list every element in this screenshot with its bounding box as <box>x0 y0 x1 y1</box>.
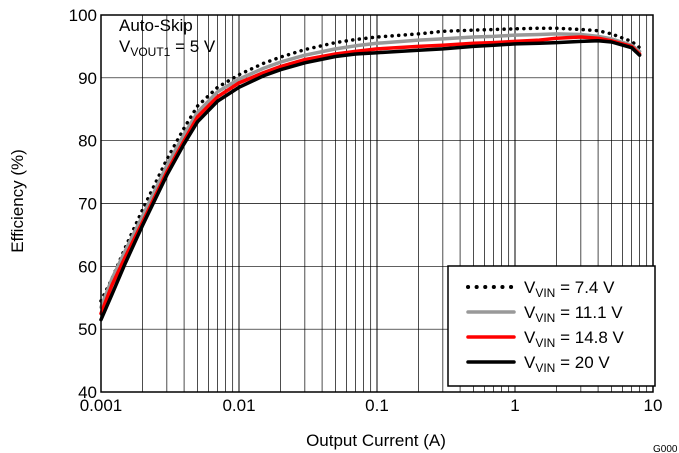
legend-box <box>447 265 656 387</box>
legend-sub: VIN <box>535 311 555 325</box>
tick-labels: 0.001 0.01 0.1 1 10 40 50 60 70 80 90 100 <box>69 6 663 415</box>
series-line-1 <box>99 26 642 303</box>
y-tick-label: 90 <box>78 69 97 88</box>
annotation-v: V <box>119 37 131 56</box>
legend-label-2: VVIN = 11.1 V <box>524 303 623 325</box>
figure-code: G000 <box>653 444 678 453</box>
legend-sub: VIN <box>535 286 555 300</box>
x-tick-label: 0.01 <box>222 396 255 415</box>
y-tick-label: 70 <box>78 195 97 214</box>
x-tick-label: 0.1 <box>365 396 389 415</box>
series-line-2 <box>99 32 642 309</box>
legend-label-1: VVIN = 7.4 V <box>524 278 615 300</box>
legend-v: V <box>524 328 536 347</box>
y-axis-title: Efficiency (%) <box>8 149 27 253</box>
legend-rest: = 14.8 V <box>555 328 624 347</box>
x-axis-title: Output Current (A) <box>306 431 446 450</box>
annotation-sub: VOUT1 <box>130 45 170 59</box>
annotation-line2: VVOUT1 = 5 V <box>119 37 216 59</box>
legend-rest: = 7.4 V <box>555 278 615 297</box>
x-tick-label: 10 <box>644 396 663 415</box>
legend-v: V <box>524 353 536 372</box>
legend-sub: VIN <box>535 361 555 375</box>
series-layer <box>99 26 642 322</box>
y-tick-label: 80 <box>78 132 97 151</box>
annotation-rest: = 5 V <box>170 37 216 56</box>
annotation-line1: Auto-Skip <box>119 16 193 35</box>
x-tick-label: 0.001 <box>80 396 123 415</box>
y-tick-label: 60 <box>78 257 97 276</box>
legend-v: V <box>524 303 536 322</box>
annotation: Auto-Skip VVOUT1 = 5 V <box>119 16 216 59</box>
y-tick-label: 50 <box>78 320 97 339</box>
legend-label-3: VVIN = 14.8 V <box>524 328 625 350</box>
x-tick-label: 1 <box>510 396 519 415</box>
y-tick-label: 40 <box>78 383 97 402</box>
y-tick-label: 100 <box>69 6 97 25</box>
legend-rest: = 20 V <box>555 353 610 372</box>
series-line-4 <box>99 39 642 322</box>
legend-v: V <box>524 278 536 297</box>
legend-rest: = 11.1 V <box>555 303 623 322</box>
legend-sub: VIN <box>535 336 555 350</box>
plot-frame <box>100 14 654 393</box>
legend-label-4: VVIN = 20 V <box>524 353 610 375</box>
